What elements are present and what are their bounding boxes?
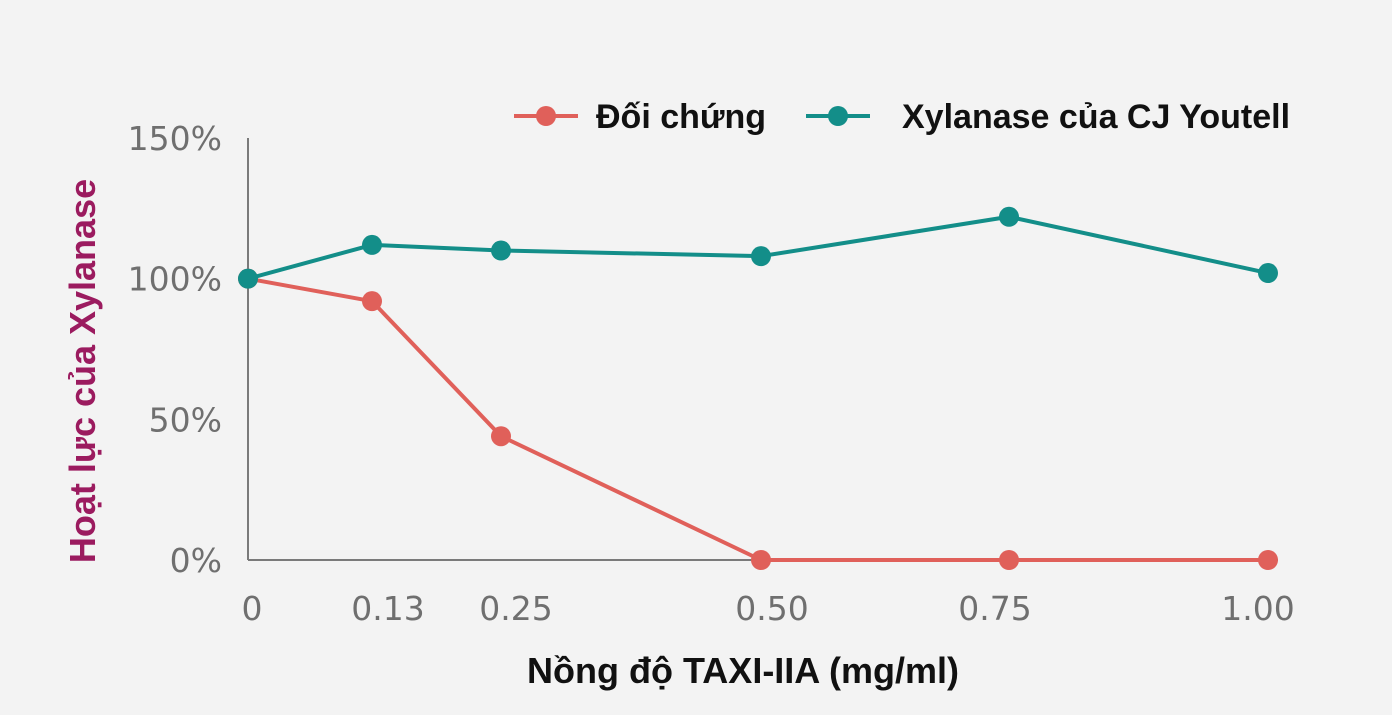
x-tick-labels: 0 0.13 0.25 0.50 0.75 1.00	[242, 589, 1295, 628]
legend-label: Đối chứng	[596, 98, 766, 136]
data-point	[751, 246, 771, 267]
legend-item: Xylanase của CJ Youtell	[806, 98, 1290, 136]
data-point	[751, 550, 771, 570]
x-tick-label: 0.50	[735, 589, 808, 628]
legend-item: Đối chứng	[514, 98, 766, 136]
series-line	[247, 214, 1269, 281]
series-line	[247, 276, 1268, 562]
y-tick-label: 100%	[128, 260, 222, 299]
series-layer	[238, 206, 1278, 570]
y-tick-label: 0%	[170, 541, 222, 580]
data-point	[999, 206, 1019, 227]
series-1	[238, 268, 1278, 570]
data-point	[491, 240, 511, 261]
data-point	[362, 291, 382, 312]
y-axis-title: Hoạt lực của Xylanase	[62, 179, 103, 563]
x-tick-label: 0.25	[479, 589, 552, 628]
legend-label: Xylanase của CJ Youtell	[902, 98, 1290, 136]
data-point	[1258, 263, 1278, 284]
y-tick-labels: 0% 50% 100% 150%	[128, 119, 222, 580]
y-tick-label: 50%	[149, 400, 222, 439]
x-tick-label: 0	[242, 589, 263, 628]
y-tick-label: 150%	[128, 119, 222, 158]
chart-axes	[247, 138, 1278, 561]
data-point	[999, 550, 1019, 570]
legend: Đối chứng Xylanase của CJ Youtell	[514, 98, 1290, 136]
x-tick-label: 0.75	[958, 589, 1031, 628]
legend-swatch-dot	[536, 106, 556, 126]
legend-swatch-dot	[828, 106, 848, 126]
x-tick-label: 0.13	[351, 589, 424, 628]
data-point	[491, 426, 511, 447]
data-point	[362, 234, 382, 255]
series-2	[238, 206, 1278, 289]
data-point	[1258, 550, 1278, 570]
data-point	[238, 268, 258, 289]
x-tick-label: 1.00	[1221, 589, 1294, 628]
x-axis-title: Nồng độ TAXI-IIA (mg/ml)	[527, 650, 959, 691]
